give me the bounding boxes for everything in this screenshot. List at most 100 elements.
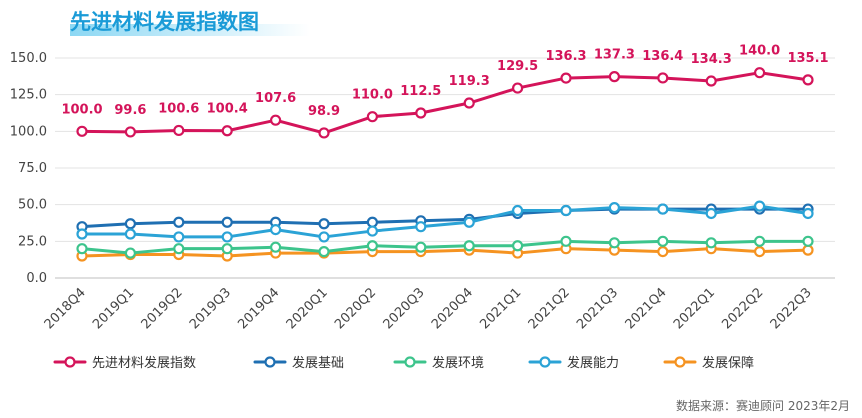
data-point (221, 216, 233, 228)
data-point (318, 218, 330, 230)
data-label: 100.0 (61, 102, 102, 117)
data-point (124, 228, 136, 240)
data-label: 99.6 (114, 103, 146, 118)
data-point (221, 125, 233, 137)
data-point (76, 228, 88, 240)
data-point (608, 237, 621, 249)
chart-title: 先进材料发展指数图 (70, 10, 259, 34)
data-point (657, 246, 669, 258)
data-point (366, 216, 378, 228)
data-point (318, 127, 330, 139)
data-point (463, 216, 475, 228)
data-label: 107.6 (255, 91, 296, 106)
gridlines (55, 57, 835, 279)
data-point (463, 97, 475, 109)
title-underline-bar (70, 24, 310, 36)
data-point (511, 240, 524, 252)
legend-swatch-marker (264, 356, 276, 368)
data-point (270, 224, 282, 236)
data-label: 140.0 (739, 44, 780, 59)
y-tick-label: 50.0 (18, 198, 47, 213)
x-tick-label: 2019Q2 (139, 285, 186, 332)
x-tick-label: 2020Q1 (284, 285, 331, 332)
y-tick-label: 25.0 (18, 234, 47, 249)
source-note: 数据来源：赛迪顾问 2023年2月 (676, 398, 850, 413)
data-point (560, 72, 572, 84)
x-tick-label: 2019Q4 (235, 285, 282, 332)
x-tick-label: 2020Q4 (429, 285, 476, 332)
data-point (366, 111, 378, 123)
x-tick-label: 2022Q3 (768, 285, 815, 332)
data-label: 100.6 (158, 101, 199, 116)
data-label: 134.3 (691, 52, 732, 67)
series-line (80, 247, 810, 258)
data-label: 136.4 (642, 49, 683, 64)
legend-swatch-marker (404, 356, 416, 368)
y-tick-label: 125.0 (10, 88, 47, 103)
data-point (608, 71, 621, 83)
data-point (753, 235, 766, 247)
data-point (270, 114, 282, 126)
data-label: 110.0 (352, 88, 393, 103)
data-label: 136.3 (545, 49, 586, 64)
data-point (366, 225, 378, 237)
y-tick-label: 150.0 (10, 51, 47, 66)
legend-label: 发展能力 (567, 355, 619, 371)
data-point (366, 240, 378, 252)
series-line (80, 207, 810, 229)
data-point (511, 204, 524, 217)
x-tick-label: 2020Q2 (332, 285, 379, 332)
data-point (415, 241, 427, 253)
data-point (705, 237, 717, 249)
data-point (511, 82, 524, 94)
data-point (270, 241, 282, 253)
legend-swatch-marker (674, 356, 686, 368)
x-tick-label: 2021Q3 (574, 285, 621, 332)
series-line (80, 71, 810, 135)
data-point (318, 231, 330, 243)
data-point (560, 235, 572, 247)
x-tick-label: 2022Q1 (671, 285, 718, 332)
data-point (415, 107, 427, 119)
data-point (705, 207, 717, 220)
data-label: 137.3 (594, 48, 635, 63)
data-point (124, 218, 136, 230)
x-tick-label: 2021Q1 (477, 285, 524, 332)
data-point (802, 207, 814, 220)
data-point (318, 246, 330, 258)
data-point (705, 75, 717, 87)
legend-swatch-marker (64, 356, 76, 368)
data-labels: 100.0 99.6 100.6 100.4 107.6 98.9 110.0 112.5 11… (61, 44, 828, 119)
data-point (124, 126, 136, 138)
data-point (753, 200, 766, 212)
data-label: 100.4 (207, 102, 248, 117)
x-tick-label: 2022Q2 (719, 285, 766, 332)
data-label: 98.9 (308, 104, 340, 119)
data-point (753, 67, 766, 79)
data-point (657, 72, 669, 84)
x-axis: 2018Q4 2019Q1 2019Q2 2019Q3 2019Q4 2020Q1 2020… (42, 285, 815, 332)
x-tick-label: 2021Q4 (623, 285, 670, 332)
data-point (802, 74, 814, 86)
series-line (80, 204, 810, 239)
data-point (657, 235, 669, 247)
data-point (753, 246, 766, 258)
data-label: 112.5 (400, 84, 441, 99)
data-point (802, 235, 814, 247)
data-point (560, 204, 572, 217)
data-point (608, 202, 621, 214)
x-tick-label: 2021Q2 (526, 285, 573, 332)
x-tick-label: 2018Q4 (42, 285, 89, 332)
y-tick-label: 75.0 (18, 161, 47, 176)
data-point (173, 231, 185, 243)
legend-label: 先进材料发展指数 (92, 355, 196, 371)
series-line (80, 239, 810, 255)
data-label: 129.5 (497, 59, 538, 74)
data-label: 135.1 (787, 51, 828, 66)
data-label: 119.3 (449, 74, 490, 89)
data-point (221, 243, 233, 255)
data-point (463, 240, 475, 252)
data-point (76, 125, 88, 137)
data-point (173, 216, 185, 228)
